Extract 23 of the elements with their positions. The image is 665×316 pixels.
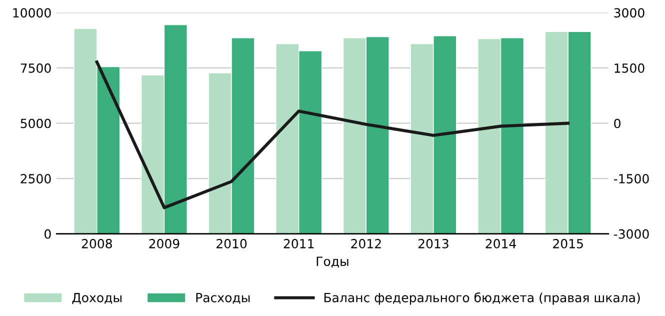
y-tick-label: 5000 bbox=[20, 118, 51, 128]
y2-tick-label: -1500 bbox=[614, 174, 649, 184]
x-tick-label: 2013 bbox=[418, 238, 448, 248]
legend-label: Доходы bbox=[72, 293, 122, 304]
y2-tick-label: 0 bbox=[614, 118, 620, 128]
y-tick-label: 0 bbox=[44, 229, 51, 239]
legend-label: Баланс федерального бюджета (правая шкала) bbox=[324, 292, 640, 305]
x-tick-label: 2014 bbox=[486, 238, 516, 248]
legend-label: Расходы bbox=[196, 293, 250, 304]
x-tick-label: 2008 bbox=[82, 238, 112, 248]
x-tick-label: 2015 bbox=[553, 238, 583, 248]
y2-tick-label: -3000 bbox=[614, 229, 649, 239]
y-tick-label: 2500 bbox=[20, 174, 51, 184]
line-series bbox=[95, 60, 570, 210]
y2-tick-label: 3000 bbox=[614, 8, 644, 18]
x-tick-label: 2011 bbox=[284, 238, 314, 248]
x-tick-label: 2012 bbox=[351, 238, 381, 248]
x-tick-label: 2010 bbox=[216, 238, 247, 248]
y-tick-label: 7500 bbox=[20, 63, 51, 73]
y2-tick-label: 1500 bbox=[614, 63, 644, 73]
x-tick-label: 2009 bbox=[149, 238, 180, 248]
x-axis-title: Годы bbox=[316, 256, 348, 268]
y-tick-label: 10000 bbox=[13, 8, 51, 18]
